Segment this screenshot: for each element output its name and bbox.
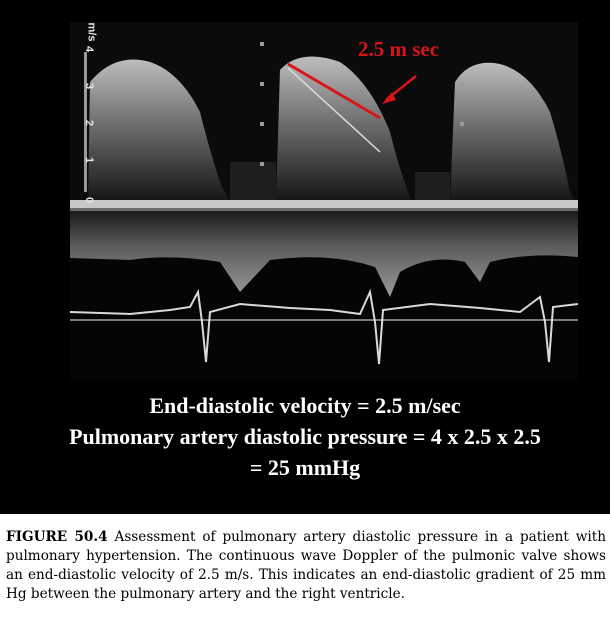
- doppler-tracing-image: [70, 22, 578, 380]
- figure-panel: m/s 4 3 2 1 0 2.5 m sec End-diastolic ve…: [0, 0, 610, 514]
- overlay-line-result: = 25 mmHg: [249, 455, 361, 480]
- axis-tick-3: 3: [83, 82, 96, 90]
- axis-unit-label: m/s: [85, 22, 98, 42]
- figure-caption-text: Assessment of pulmonary artery diastolic…: [6, 529, 606, 602]
- overlay-line-velocity: End-diastolic velocity = 2.5 m/sec: [149, 393, 461, 418]
- axis-tick-0: 0: [83, 196, 96, 204]
- overlay-line-pressure: Pulmonary artery diastolic pressure = 4 …: [69, 424, 541, 449]
- axis-tick-1: 1: [83, 156, 96, 164]
- axis-tick-4: 4: [83, 45, 96, 53]
- velocity-annotation: 2.5 m sec: [358, 37, 440, 61]
- figure-caption: FIGURE 50.4 Assessment of pulmonary arte…: [6, 528, 606, 604]
- axis-tick-2: 2: [83, 119, 96, 127]
- figure-caption-label: FIGURE 50.4: [6, 529, 108, 545]
